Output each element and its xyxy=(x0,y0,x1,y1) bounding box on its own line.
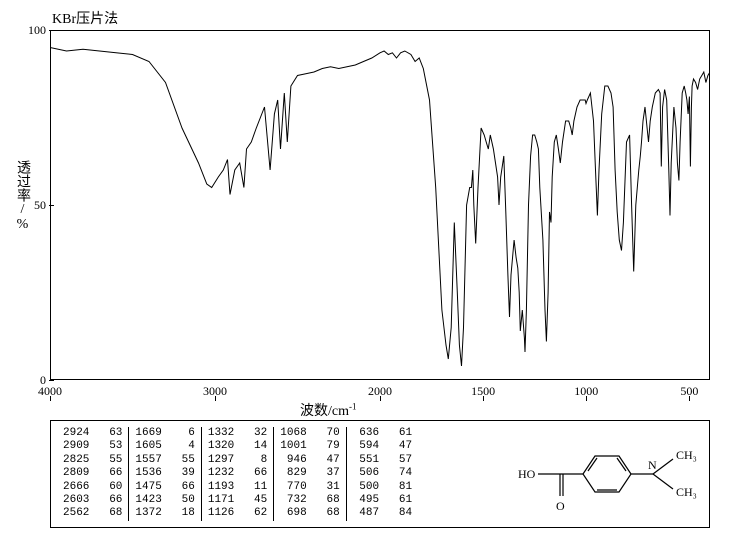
molecular-structure: HO O N CH₃ CH₃ xyxy=(487,421,709,527)
peak-row: 1320 14 xyxy=(208,440,267,453)
x-tick-mark xyxy=(215,396,216,401)
peak-row: 1193 11 xyxy=(208,481,267,494)
x-tick-mark xyxy=(380,396,381,401)
peak-row: 1332 32 xyxy=(208,427,267,440)
peak-row: 770 31 xyxy=(280,481,339,494)
peak-row: 1068 70 xyxy=(280,427,339,440)
peak-row: 732 68 xyxy=(280,494,339,507)
peak-row: 506 74 xyxy=(353,467,412,480)
y-tick-mark xyxy=(49,205,54,206)
x-tick-mark xyxy=(689,396,690,401)
peak-row: 2562 68 xyxy=(63,507,122,520)
peak-row: 2909 53 xyxy=(63,440,122,453)
peak-row: 946 47 xyxy=(280,454,339,467)
peak-row: 829 37 xyxy=(280,467,339,480)
peak-row: 1669 6 xyxy=(135,427,194,440)
y-tick-label: 50 xyxy=(24,198,46,213)
svg-text:CH₃: CH₃ xyxy=(676,485,697,499)
peak-row: 1372 18 xyxy=(135,507,194,520)
peak-row: 495 61 xyxy=(353,494,412,507)
peak-column: 2924 632909 532825 552809 662666 602603 … xyxy=(57,427,129,521)
svg-text:HO: HO xyxy=(518,467,536,481)
peak-row: 2666 60 xyxy=(63,481,122,494)
svg-text:N: N xyxy=(648,458,657,472)
peak-column: 1068 701001 79 946 47 829 37 770 31 732 … xyxy=(274,427,346,521)
y-tick-mark xyxy=(49,380,54,381)
peak-row: 2809 66 xyxy=(63,467,122,480)
peak-row: 2603 66 xyxy=(63,494,122,507)
peak-row: 2825 55 xyxy=(63,454,122,467)
peak-row: 698 68 xyxy=(280,507,339,520)
peak-row: 636 61 xyxy=(353,427,412,440)
x-axis-label: 波数/cm-1 xyxy=(300,400,357,420)
peak-row: 487 84 xyxy=(353,507,412,520)
peak-row: 1126 62 xyxy=(208,507,267,520)
x-tick-mark xyxy=(586,396,587,401)
peak-column: 636 61 594 47 551 57 506 74 500 81 495 6… xyxy=(347,427,418,521)
y-tick-mark xyxy=(49,30,54,31)
chart-title: KBr压片法 xyxy=(52,8,118,28)
peak-row: 1001 79 xyxy=(280,440,339,453)
spectrum-line xyxy=(50,30,710,380)
peak-row: 1557 55 xyxy=(135,454,194,467)
svg-text:CH₃: CH₃ xyxy=(676,448,697,462)
peak-column: 1332 321320 141297 81232 661193 111171 4… xyxy=(202,427,274,521)
data-panel: 2924 632909 532825 552809 662666 602603 … xyxy=(50,420,710,528)
peak-column: 1669 61605 41557 551536 391475 661423 50… xyxy=(129,427,201,521)
y-tick-label: 100 xyxy=(24,23,46,38)
peak-table: 2924 632909 532825 552809 662666 602603 … xyxy=(51,421,487,527)
peak-row: 594 47 xyxy=(353,440,412,453)
x-tick-mark xyxy=(50,396,51,401)
peak-row: 1297 8 xyxy=(208,454,267,467)
peak-row: 1232 66 xyxy=(208,467,267,480)
peak-row: 1475 66 xyxy=(135,481,194,494)
peak-row: 1171 45 xyxy=(208,494,267,507)
peak-row: 1605 4 xyxy=(135,440,194,453)
peak-row: 551 57 xyxy=(353,454,412,467)
peak-row: 1536 39 xyxy=(135,467,194,480)
peak-row: 2924 63 xyxy=(63,427,122,440)
peak-row: 1423 50 xyxy=(135,494,194,507)
svg-text:O: O xyxy=(556,499,565,513)
peak-row: 500 81 xyxy=(353,481,412,494)
x-tick-mark xyxy=(483,396,484,401)
chart-area: 050100 40003000200015001000500 xyxy=(50,30,710,400)
y-axis-label: 透过率/% xyxy=(12,160,32,232)
